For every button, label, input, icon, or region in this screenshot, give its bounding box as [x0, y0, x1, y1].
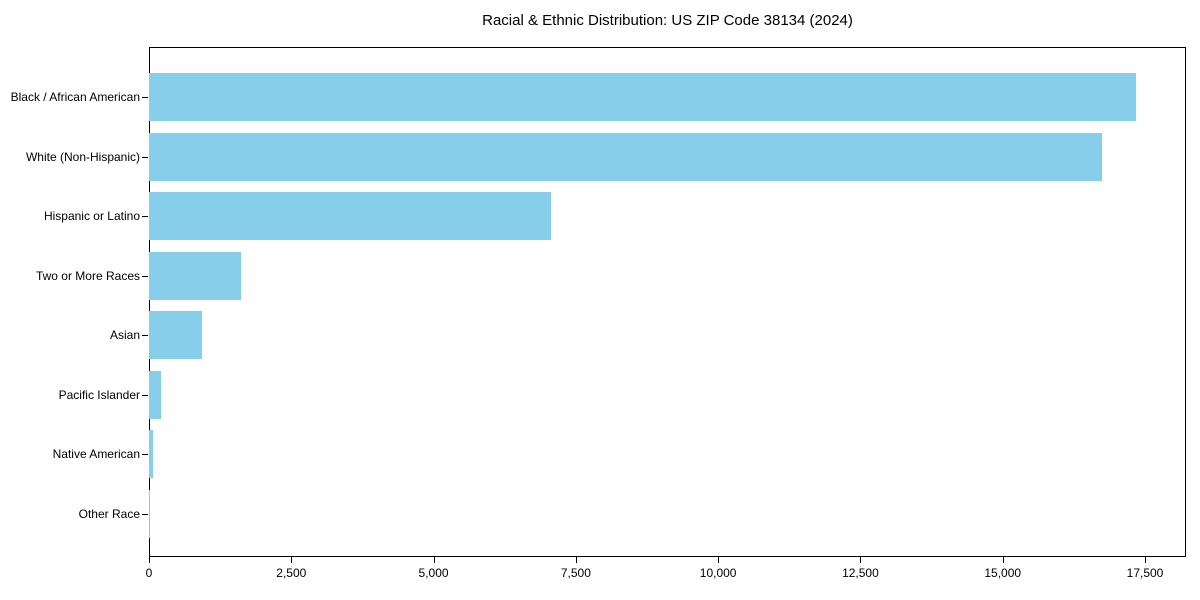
bar [149, 73, 1136, 121]
x-tick-label: 2,500 [276, 566, 307, 580]
bar [149, 192, 552, 240]
y-tick-mark [142, 156, 148, 158]
chart-title: Racial & Ethnic Distribution: US ZIP Cod… [482, 12, 853, 29]
x-tick-mark [575, 557, 577, 563]
y-tick-label: White (Non-Hispanic) [25, 149, 140, 164]
x-tick-mark [1002, 557, 1004, 563]
bar [149, 489, 150, 538]
x-tick-label: 7,500 [560, 566, 591, 580]
y-tick-mark [142, 335, 148, 336]
y-tick-label: Asian [109, 328, 140, 342]
x-tick-mark [718, 557, 720, 563]
y-tick-label: Native American [52, 447, 140, 461]
x-tick-mark [291, 557, 293, 563]
plot-area [149, 47, 1186, 557]
y-tick-label: Black / African American [10, 90, 140, 104]
y-tick-mark [142, 216, 148, 217]
y-tick-mark [142, 394, 148, 396]
y-tick-label: Hispanic or Latino [43, 209, 140, 223]
x-tick-label: 10,000 [699, 566, 737, 580]
x-tick-mark [433, 557, 435, 563]
x-tick-label: 17,500 [1126, 566, 1164, 580]
x-tick-label: 12,500 [842, 566, 879, 580]
y-tick-mark [142, 454, 148, 455]
x-tick-label: 0 [145, 566, 153, 580]
bar [149, 430, 153, 478]
bar [149, 251, 242, 300]
x-tick-label: 5,000 [418, 566, 449, 580]
y-tick-mark [142, 275, 148, 277]
y-tick-label: Other Race [78, 506, 140, 521]
bar [149, 132, 1102, 181]
y-tick-label: Pacific Islander [58, 387, 140, 402]
x-tick-mark [1145, 557, 1147, 563]
bar [149, 370, 161, 419]
y-tick-label: Two or More Races [35, 268, 140, 283]
bar [149, 311, 202, 359]
x-tick-mark [149, 557, 150, 563]
x-tick-label: 15,000 [984, 566, 1022, 580]
y-tick-mark [142, 97, 148, 98]
y-tick-mark [142, 513, 148, 515]
x-tick-mark [860, 557, 862, 563]
